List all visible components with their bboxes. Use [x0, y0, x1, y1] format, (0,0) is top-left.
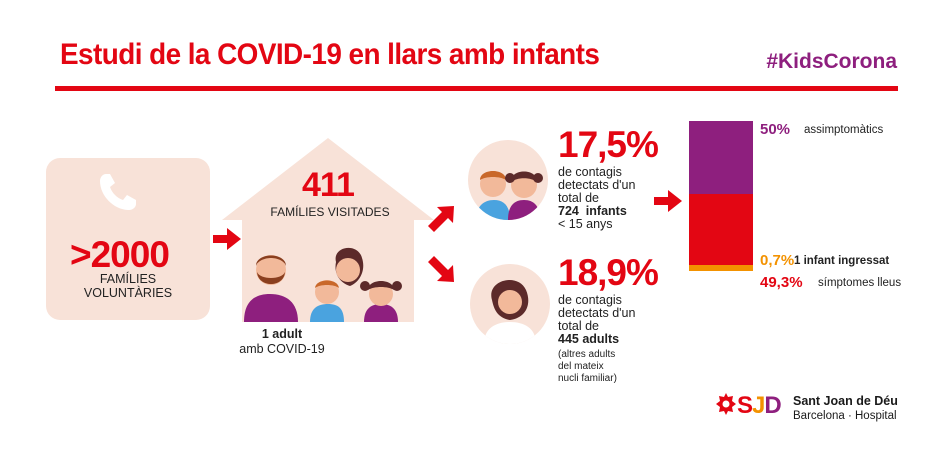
- breakdown-label: assimptomàtics: [804, 124, 884, 136]
- logo-letter-s: S: [737, 392, 753, 419]
- adults-desc-line2: detectats d'un: [558, 306, 636, 320]
- sjd-emblem-icon: [716, 393, 736, 415]
- breakdown-segment: [689, 121, 753, 194]
- children-desc-line2: detectats d'un: [558, 178, 636, 192]
- volunteers-label-line1: FAMÍLIES: [99, 272, 157, 286]
- arrow-right-icon: [654, 190, 682, 212]
- breakdown-percent: 0,7%: [760, 252, 795, 270]
- sjd-letters: SJD: [737, 392, 782, 420]
- adults-description: de contagis detectats d'un total de 445 …: [558, 294, 658, 346]
- adult-icon: [484, 279, 536, 344]
- page-title: Estudi de la COVID-19 en llars amb infan…: [60, 38, 600, 71]
- children-illustration: [468, 140, 548, 220]
- breakdown-bar: [689, 121, 753, 271]
- logo-letter-j: J: [752, 392, 765, 419]
- volunteers-card: [46, 158, 210, 320]
- hashtag-link[interactable]: #KidsCorona: [766, 50, 897, 73]
- adults-desc-line3: total de: [558, 319, 600, 333]
- adult-covid-label: 1 adult amb COVID-19: [222, 327, 342, 357]
- arrow-right-icon: [213, 228, 241, 250]
- breakdown-percent: 50%: [760, 121, 791, 138]
- adult-covid-count: 1 adult: [261, 327, 303, 341]
- arrow-up-right-icon: [428, 206, 454, 232]
- children-icon: [476, 171, 543, 220]
- children-rate: 17,5%: [558, 124, 659, 165]
- children-total: 724 infants: [558, 204, 627, 218]
- children-age: < 15 anys: [558, 217, 613, 231]
- adults-note-line1: (altres adults: [558, 349, 616, 360]
- breakdown-segment: [689, 193, 753, 266]
- adult-covid-text: amb COVID-19: [239, 342, 325, 356]
- volunteers-label: FAMÍLIES VOLUNTÀRIES: [46, 272, 210, 300]
- breakdown-percent: 49,3%: [760, 273, 803, 291]
- volunteers-label-line2: VOLUNTÀRIES: [83, 286, 173, 300]
- breakdown-label: símptomes lleus: [818, 276, 902, 289]
- title-divider: [55, 86, 898, 91]
- logo-name: Sant Joan de Déu: [793, 394, 898, 408]
- children-desc-line3: total de: [558, 191, 600, 205]
- adults-total: 445 adults: [558, 332, 620, 346]
- sjd-logo: SJD Sant Joan de Déu Barcelona · Hospita…: [715, 390, 905, 430]
- adults-desc-line1: de contagis: [558, 293, 622, 307]
- volunteers-count: >2000: [70, 234, 170, 275]
- visited-count: 411: [302, 166, 355, 204]
- adults-note-line3: nucli familiar): [558, 373, 617, 384]
- children-desc-line1: de contagis: [558, 165, 622, 179]
- family-illustration: [244, 247, 402, 322]
- arrow-down-right-icon: [428, 256, 454, 282]
- breakdown-segment: [689, 265, 753, 271]
- breakdown-label: 1 infant ingressat: [794, 255, 890, 268]
- adult-illustration: [470, 264, 550, 344]
- children-description: de contagis detectats d'un total de 724 …: [558, 166, 658, 231]
- visited-label: FAMÍLIES VISITADES: [270, 205, 390, 219]
- phone-icon: [100, 174, 136, 210]
- adults-note: (altres adults del mateix nucli familiar…: [558, 349, 658, 385]
- logo-letter-d: D: [764, 392, 781, 419]
- adults-note-line2: del mateix: [558, 361, 604, 372]
- adults-rate: 18,9%: [558, 252, 659, 293]
- logo-subtitle: Barcelona · Hospital: [793, 410, 897, 422]
